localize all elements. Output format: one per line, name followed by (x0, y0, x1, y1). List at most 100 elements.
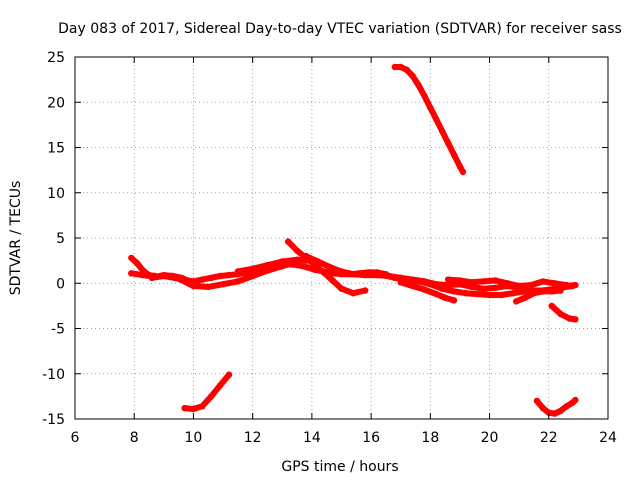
x-tick-label: 16 (362, 430, 380, 446)
series-arc-11 (444, 276, 570, 290)
data-point (459, 168, 467, 176)
data-point (415, 81, 422, 89)
data-point (397, 63, 404, 71)
y-tick-label: 25 (47, 50, 65, 66)
data-point (498, 291, 505, 299)
y-tick-label: -5 (51, 322, 65, 338)
data-point (516, 282, 523, 290)
y-tick-label: 20 (47, 95, 65, 111)
data-point (181, 404, 188, 412)
data-point (504, 280, 511, 287)
data-point (391, 274, 398, 281)
data-point (279, 258, 286, 265)
y-tick-label: 5 (56, 231, 65, 247)
data-point (421, 286, 428, 293)
data-point (433, 116, 440, 123)
data-point (527, 281, 535, 289)
data-point (199, 276, 206, 283)
data-point (293, 247, 301, 254)
data-point (175, 275, 182, 282)
data-point (219, 281, 227, 288)
data-point (566, 315, 573, 322)
data-point (128, 254, 135, 262)
data-point (569, 282, 576, 290)
data-point (539, 404, 547, 412)
data-point (545, 409, 552, 416)
data-point (409, 282, 416, 290)
data-point (557, 287, 564, 294)
data-point (208, 393, 215, 400)
axis-ticks: 6 8 10 12 14 16 18 20 22 24 -15 -10 -5 0 5 10 15 20 25 (42, 50, 617, 446)
y-tick-label: -10 (42, 367, 65, 383)
data-series (128, 63, 579, 417)
x-tick-label: 10 (185, 430, 203, 446)
data-point (456, 163, 464, 170)
x-axis-label: GPS time / hours (281, 459, 398, 475)
data-point (468, 283, 475, 291)
data-point (350, 271, 357, 278)
data-point (439, 285, 446, 292)
data-point (563, 281, 570, 289)
data-point (415, 278, 422, 285)
data-point (234, 278, 242, 285)
y-tick-label: 15 (47, 141, 65, 157)
data-point (379, 271, 387, 279)
data-point (510, 290, 517, 297)
data-point (539, 288, 547, 295)
series-arc-9 (391, 63, 467, 176)
data-point (480, 285, 487, 292)
data-point (302, 252, 310, 260)
data-point (450, 288, 458, 295)
data-point (492, 284, 499, 291)
data-point (264, 261, 271, 269)
data-point (397, 279, 404, 286)
data-point (433, 290, 440, 298)
data-point (521, 288, 529, 295)
data-point (285, 238, 292, 245)
series-arc-5 (234, 256, 310, 275)
data-point (139, 271, 147, 279)
data-point (225, 371, 233, 378)
data-point (249, 272, 256, 280)
data-point (403, 66, 410, 73)
data-point (563, 403, 570, 410)
data-point (486, 291, 493, 299)
y-tick-label: 0 (56, 276, 65, 292)
data-point (557, 407, 564, 415)
data-point (480, 278, 487, 285)
data-point (421, 92, 428, 100)
data-point (539, 278, 547, 285)
data-point (362, 271, 369, 279)
data-point (216, 382, 224, 389)
data-point (533, 397, 541, 405)
data-point (513, 298, 520, 305)
data-point (427, 281, 434, 288)
data-point (199, 403, 206, 410)
x-tick-label: 14 (303, 430, 321, 446)
data-point (338, 268, 345, 275)
data-point (450, 297, 458, 304)
y-tick-label: -15 (42, 412, 65, 428)
data-point (572, 316, 579, 323)
data-point (362, 287, 369, 294)
x-tick-label: 8 (130, 430, 139, 446)
data-point (572, 396, 579, 404)
data-point (190, 282, 197, 290)
data-point (551, 280, 558, 287)
data-point (302, 263, 310, 271)
series-arc-14 (533, 396, 579, 417)
data-point (444, 276, 452, 283)
series-arc-13 (548, 302, 579, 323)
x-tick-label: 12 (244, 430, 262, 446)
data-point (492, 277, 499, 284)
data-point (208, 274, 215, 281)
data-point (468, 279, 475, 286)
data-point (190, 405, 197, 413)
y-tick-label: 10 (47, 186, 65, 202)
data-point (320, 269, 327, 276)
data-point (409, 72, 416, 80)
data-point (216, 272, 224, 280)
data-point (521, 294, 529, 301)
data-point (350, 290, 357, 297)
